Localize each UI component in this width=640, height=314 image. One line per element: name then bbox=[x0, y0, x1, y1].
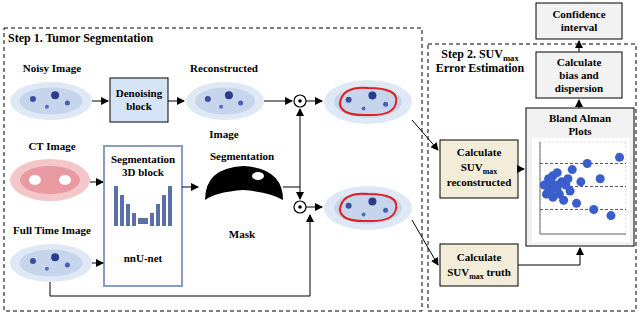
svg-text:Plots: Plots bbox=[568, 125, 592, 137]
svg-text:Bland Alman: Bland Alman bbox=[549, 112, 611, 124]
svg-text:CT Image: CT Image bbox=[28, 140, 75, 152]
svg-text:reconstructed: reconstructed bbox=[447, 176, 512, 188]
svg-text:Confidence: Confidence bbox=[552, 8, 605, 20]
svg-text:Calculate: Calculate bbox=[457, 251, 502, 263]
svg-text:Segmentation: Segmentation bbox=[210, 150, 274, 162]
svg-text:Step 2. SUVmax: Step 2. SUVmax bbox=[441, 47, 519, 63]
svg-text:bias and: bias and bbox=[559, 69, 598, 81]
svg-text:Error Estimation: Error Estimation bbox=[436, 61, 525, 75]
svg-text:SUVmax truth: SUVmax truth bbox=[447, 266, 511, 281]
svg-text:Noisy Image: Noisy Image bbox=[23, 62, 81, 74]
svg-text:interval: interval bbox=[561, 21, 598, 33]
svg-text:dispersion: dispersion bbox=[555, 82, 603, 94]
svg-text:SUVmax: SUVmax bbox=[461, 161, 498, 176]
svg-text:Denoising: Denoising bbox=[116, 87, 163, 99]
svg-text:Calculate: Calculate bbox=[457, 146, 502, 158]
svg-text:3D block: 3D block bbox=[122, 166, 165, 178]
svg-text:Image: Image bbox=[209, 128, 238, 140]
svg-text:Reconstructed: Reconstructed bbox=[190, 62, 258, 74]
svg-text:nnU-net: nnU-net bbox=[124, 252, 163, 264]
svg-text:block: block bbox=[126, 100, 153, 112]
svg-text:Mask: Mask bbox=[229, 228, 256, 240]
svg-text:Full Time Image: Full Time Image bbox=[13, 224, 91, 236]
svg-text:Step 1. Tumor Segmentation: Step 1. Tumor Segmentation bbox=[8, 31, 153, 45]
svg-text:Segmentation: Segmentation bbox=[111, 153, 175, 165]
svg-text:Calculate: Calculate bbox=[557, 56, 602, 68]
